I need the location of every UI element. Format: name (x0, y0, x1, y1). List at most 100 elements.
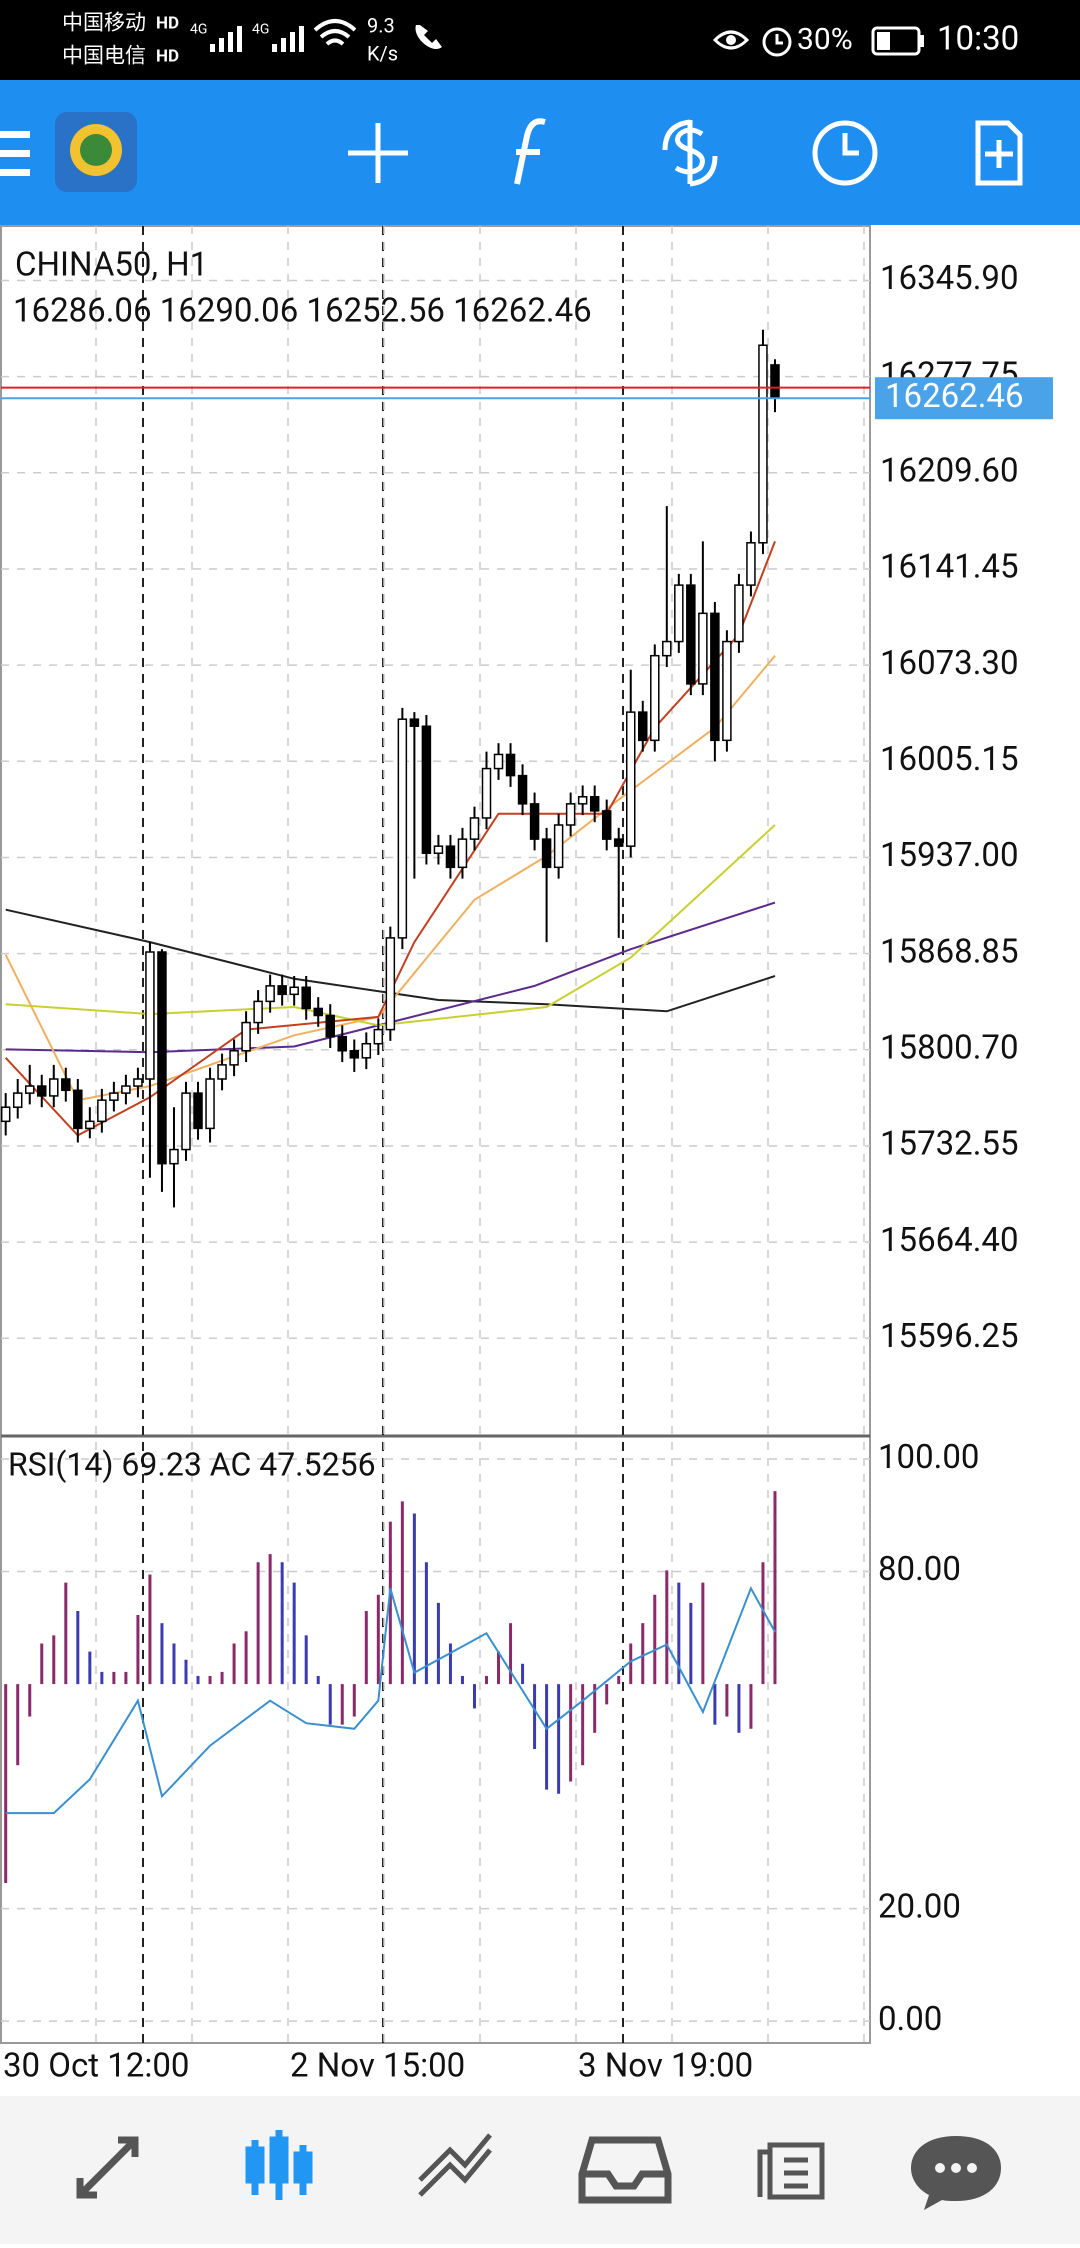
chart-tab[interactable] (245, 2130, 313, 2200)
candle-body (385, 937, 396, 1031)
y-tick-label: 16005.15 (880, 740, 1019, 779)
candle-body (553, 824, 564, 869)
ohlc: 16286.06 16290.06 16252.56 16262.46 (13, 292, 592, 331)
timeframe-button[interactable] (812, 120, 878, 186)
candle-body (61, 1078, 71, 1092)
symbol: CHINA50, H1 (15, 246, 208, 285)
candle-body (205, 1078, 215, 1130)
candle-body (181, 1092, 191, 1151)
candle-body (253, 1000, 263, 1024)
candle-body (73, 1089, 83, 1130)
candle-body (24, 1085, 35, 1094)
candle-body (722, 640, 732, 742)
candle-body (37, 1085, 47, 1097)
candle-body (229, 1050, 239, 1066)
candle-body (493, 753, 504, 770)
network: 4G (190, 22, 207, 38)
trade-button[interactable] (662, 119, 718, 187)
candle-body (193, 1092, 203, 1130)
candle-body (625, 711, 636, 847)
candle-body (421, 725, 432, 854)
candle-body (0, 1106, 11, 1123)
candle-body (662, 640, 672, 657)
y-tick-label: 15732.55 (880, 1125, 1019, 1164)
signal-icon (272, 26, 304, 52)
candle-body (686, 584, 696, 685)
candle-body (109, 1092, 119, 1101)
candle-body (217, 1064, 227, 1080)
candle-body (710, 612, 720, 742)
candle-body (601, 810, 612, 840)
indicator-label: RSI(14) 69.23 AC 47.5256 (8, 1445, 376, 1483)
y-tick-label: 16073.30 (880, 644, 1019, 683)
candle-body (746, 542, 756, 586)
candle-body (638, 711, 648, 742)
battery-icon (871, 26, 921, 56)
candle-body (469, 817, 480, 840)
candle-body (650, 654, 660, 742)
hd-badge: HD (156, 46, 179, 66)
candle-body (517, 774, 528, 805)
candle-body (589, 796, 600, 812)
candle-body (698, 612, 708, 685)
candle-body (301, 986, 311, 1010)
x-tick-label: 30 Oct 12:00 (3, 2047, 189, 2086)
y-tick-label: 80.00 (878, 1550, 961, 1589)
moving-average (4, 541, 776, 1137)
trade-tab[interactable] (418, 2133, 492, 2197)
rsi-line (5, 1585, 776, 1815)
news-tab[interactable] (757, 2142, 825, 2200)
call-icon (415, 25, 442, 49)
bottom-nav (0, 2096, 1080, 2244)
y-tick-label: 15800.70 (880, 1029, 1019, 1068)
candle-body (289, 986, 299, 996)
candle-body (325, 1014, 335, 1038)
y-tick-label: 15596.25 (880, 1317, 1019, 1356)
candle-body (121, 1085, 131, 1094)
candle-body (770, 364, 780, 399)
candle-body (373, 1028, 384, 1045)
menu-button[interactable] (0, 131, 30, 176)
moving-average (5, 908, 776, 1013)
candle-body (277, 985, 287, 996)
battery-level: 30% (797, 22, 853, 57)
candle-body (337, 1035, 348, 1052)
candle-body (577, 796, 588, 805)
candle-body (674, 584, 684, 643)
candle-body (541, 838, 552, 869)
candle-body (613, 838, 624, 847)
candle-body (505, 753, 516, 777)
signal-icon (210, 26, 242, 52)
candle-body (734, 584, 744, 643)
candle-body (157, 951, 167, 1165)
candle-body (457, 838, 468, 869)
x-tick-label: 3 Nov 19:00 (578, 2047, 753, 2086)
new-order-button[interactable] (975, 120, 1023, 186)
y-tick-label: 0.00 (878, 2000, 942, 2039)
candle-body (97, 1099, 107, 1123)
network: 4G (252, 22, 269, 38)
y-tick-label: 16209.60 (880, 452, 1019, 491)
candle-body (85, 1120, 95, 1130)
candle-body (565, 803, 576, 826)
indicators-button[interactable] (514, 118, 546, 185)
candle-body (361, 1042, 372, 1059)
hd-badge: HD (156, 13, 179, 33)
eye-icon (712, 30, 750, 50)
crosshair-button[interactable] (348, 123, 408, 183)
quotes-tab[interactable] (76, 2136, 139, 2199)
speed-unit: K/s (367, 41, 398, 65)
carrier: 中国移动 (62, 12, 146, 36)
y-tick-label: 16345.90 (880, 259, 1019, 298)
candle-body (133, 1078, 143, 1087)
y-tick-label: 15868.85 (880, 932, 1019, 971)
candle-body (433, 845, 444, 854)
y-tick-label: 20.00 (878, 1887, 961, 1926)
y-tick-label: 100.00 (878, 1438, 979, 1477)
history-tab[interactable] (578, 2136, 672, 2204)
bid-label: 16262.46 (885, 377, 1024, 416)
y-tick-label: 16141.45 (880, 548, 1019, 587)
wifi-icon (313, 19, 357, 46)
y-tick-label: 15937.00 (880, 836, 1019, 875)
